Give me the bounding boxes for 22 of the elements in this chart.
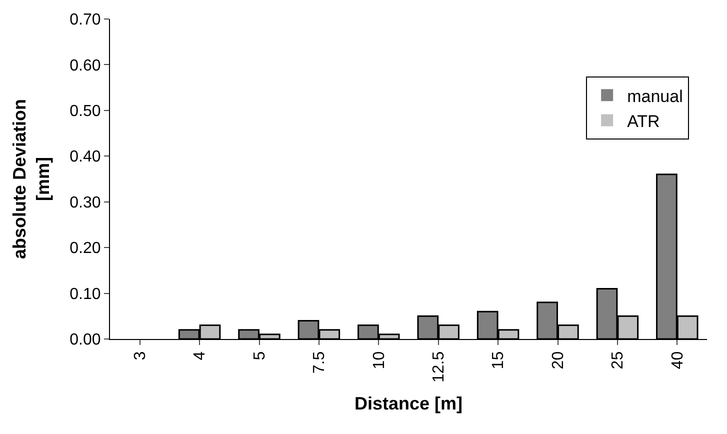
x-tick-label: 40 (669, 351, 686, 370)
legend-label: ATR (627, 112, 660, 131)
legend-label: manual (627, 86, 683, 106)
y-tick-label: 0.10 (70, 286, 101, 303)
y-tick-label: 0.40 (70, 148, 101, 166)
y-tick-label: 0.30 (70, 194, 101, 212)
y-tick-label: 0.20 (70, 240, 101, 258)
x-tick-label: 7.5 (311, 351, 328, 374)
x-tick-label: 20 (550, 351, 567, 370)
y-axis-title: absolute Deviation [mm] (9, 98, 53, 260)
x-tick-label: 3 (132, 351, 150, 360)
x-tick-label: 10 (370, 351, 388, 370)
y-tick-label: 0.50 (70, 103, 101, 120)
y-tick-label: 0.60 (70, 57, 101, 74)
x-tick-label: 25 (610, 351, 627, 370)
y-tick-label: 0.00 (70, 332, 101, 349)
x-tick-label: 5 (251, 351, 268, 360)
y-tick-label: 0.70 (70, 12, 101, 29)
x-tick-label: 12.5 (430, 351, 448, 383)
x-tick-label: 15 (490, 351, 508, 370)
x-tick-label: 4 (192, 351, 209, 360)
x-axis-title: Distance [m] (354, 394, 463, 414)
